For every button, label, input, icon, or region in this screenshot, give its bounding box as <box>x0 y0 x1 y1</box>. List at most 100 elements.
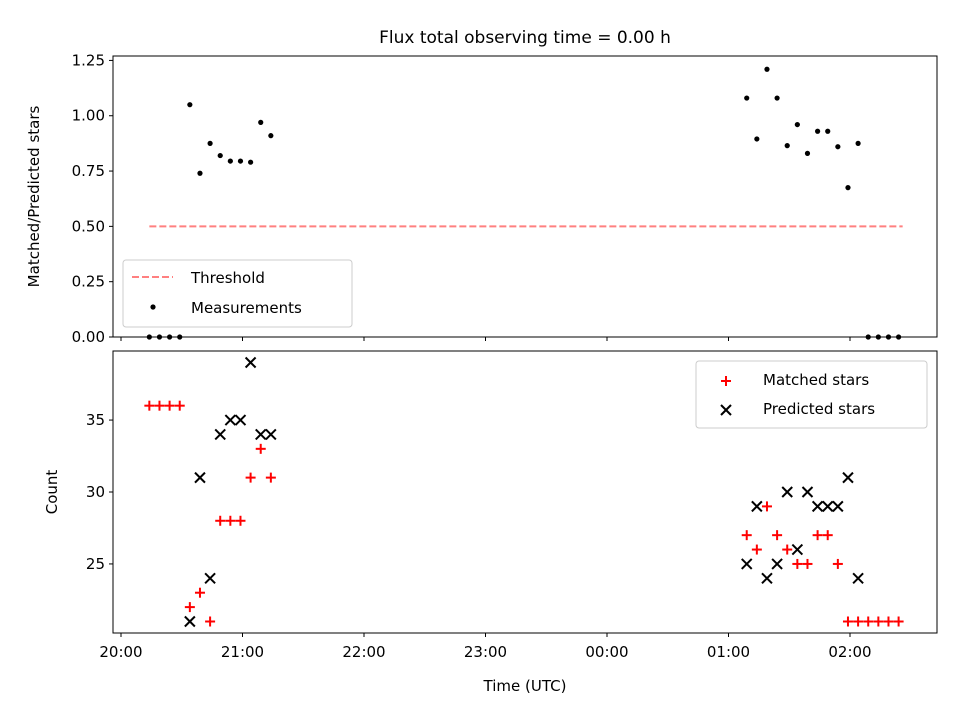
matched-star-point <box>205 616 216 627</box>
matched-star-point <box>751 544 762 555</box>
measurement-point <box>815 128 821 134</box>
predicted-star-point <box>184 615 196 628</box>
measurement-point <box>248 159 254 165</box>
bottom-panel: 25 30 35 20:00 21:00 22:00 23:00 00:00 01:00 02:0… <box>43 350 938 695</box>
matched-star-point <box>235 515 246 526</box>
measurement-point <box>804 150 811 156</box>
matched-star-point <box>792 558 803 569</box>
predicted-star-point <box>214 428 226 441</box>
bottom-y-tick-label: 35 <box>86 411 105 429</box>
measurement-point <box>237 158 244 164</box>
measurement-point <box>774 95 780 101</box>
cross-b <box>832 500 844 513</box>
cross-b <box>214 428 226 441</box>
predicted-star-point <box>255 428 267 441</box>
predicted-star-point <box>761 572 773 585</box>
cross-b <box>184 615 196 628</box>
bottom-x-tick-label: 02:00 <box>828 643 871 661</box>
cross-b <box>811 500 824 513</box>
predicted-star-point <box>751 500 763 513</box>
predicted-star-point <box>265 428 277 441</box>
legend-matched-swatch <box>721 376 731 386</box>
matched-star-point <box>265 472 276 483</box>
cross-b <box>761 572 773 585</box>
predicted-star-point <box>801 486 814 498</box>
predicted-star-point <box>822 500 834 513</box>
matched-star-point <box>853 616 864 627</box>
measurement-point <box>845 185 851 191</box>
top-y-tick-label: 1.25 <box>72 51 105 69</box>
measurement-point <box>177 334 183 340</box>
bottom-y-tick-label: 25 <box>86 555 105 573</box>
cross-b <box>244 356 257 369</box>
x-axis-label: Time (UTC) <box>483 677 567 695</box>
legend-measurements-label: Measurements <box>191 299 302 317</box>
chart-title: Flux total observing time = 0.00 h <box>379 28 671 48</box>
measurement-point <box>875 334 881 340</box>
bottom-x-tick-label: 20:00 <box>99 643 142 661</box>
matched-star-point <box>883 616 894 627</box>
matched-star-point <box>215 515 226 526</box>
measurement-point <box>764 66 770 72</box>
cross-b <box>194 471 206 484</box>
cross-b <box>842 471 854 484</box>
matched-star-point <box>154 400 165 411</box>
cross-b <box>751 500 763 513</box>
legend-measurements-swatch <box>150 304 156 310</box>
cross-b <box>255 428 267 441</box>
measurement-point <box>258 119 264 125</box>
predicted-star-point <box>234 414 247 426</box>
predicted-star-point <box>244 356 257 369</box>
matched-star-point <box>164 400 175 411</box>
cross-b <box>265 428 277 441</box>
matched-star-point <box>144 400 155 411</box>
matched-star-point <box>842 616 853 627</box>
cross-b <box>741 558 753 570</box>
bottom-x-tick-label: 21:00 <box>221 643 264 661</box>
bottom-legend-box <box>695 360 928 429</box>
matched-star-point <box>174 400 185 411</box>
cross-b <box>791 543 804 556</box>
measurement-point <box>217 152 223 159</box>
matched-star-point <box>832 558 843 569</box>
top-y-tick-label: 1.00 <box>72 107 105 125</box>
matched-star-point <box>812 530 823 541</box>
bottom-x-tick-label: 01:00 <box>707 643 750 661</box>
matched-star-point <box>741 530 752 541</box>
bottom-x-tick-label: 00:00 <box>585 643 628 661</box>
legend-threshold-label: Threshold <box>190 269 265 287</box>
matched-star-point <box>893 616 904 627</box>
measurement-point <box>207 140 213 146</box>
measurement-point <box>784 143 790 149</box>
cross-b <box>781 486 793 498</box>
bottom-y-axis-label: Count <box>43 470 61 515</box>
predicted-star-point <box>194 471 206 484</box>
measurement-point <box>865 334 871 340</box>
measurement-point <box>146 334 152 340</box>
top-legend-box <box>122 259 353 328</box>
predicted-star-point <box>832 500 844 513</box>
cross-b <box>204 572 216 585</box>
top-y-axis-label: Matched/Predicted stars <box>25 106 43 288</box>
bottom-x-tick-label: 23:00 <box>464 643 507 661</box>
matched-star-point <box>194 587 205 598</box>
measurement-point <box>855 140 861 146</box>
cross-b <box>720 404 732 416</box>
measurement-point <box>167 334 173 340</box>
top-axes-frame <box>112 55 938 338</box>
matched-star-point <box>782 544 793 555</box>
cross-b <box>771 558 783 570</box>
top-panel: 0.00 0.25 0.50 0.75 1.00 1.25 Matched/Predicte… <box>25 51 938 346</box>
measurement-point <box>227 158 233 164</box>
cross-b <box>224 414 237 426</box>
matched-star-point <box>772 530 783 541</box>
matched-star-point <box>184 602 195 613</box>
measurement-point <box>885 334 892 340</box>
cross-b <box>801 486 814 498</box>
top-y-tick-label: 0.25 <box>72 273 105 291</box>
cross-b <box>822 500 834 513</box>
predicted-star-point <box>842 471 854 484</box>
matched-star-point <box>255 443 266 454</box>
